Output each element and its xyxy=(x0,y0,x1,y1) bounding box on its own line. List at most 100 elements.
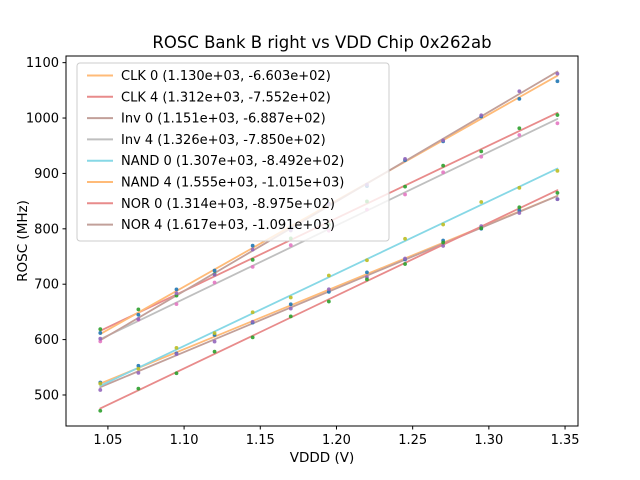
scatter-point-nand-4 xyxy=(98,331,103,335)
legend-box: CLK 0 (1.130e+03, -6.603e+02) CLK 4 (1.31… xyxy=(76,62,390,242)
scatter-point-nor-4 xyxy=(174,291,179,296)
legend-frame xyxy=(76,62,390,242)
scatter-point-nor-0 xyxy=(403,262,407,266)
legend-entry-label: NOR 4 (1.617e+03, -1.091e+03) xyxy=(121,218,335,233)
scatter-point-clk-4 xyxy=(479,149,484,154)
x-tick-label: 1.30 xyxy=(474,433,503,448)
scatter-point-nor-0 xyxy=(174,371,179,376)
scatter-point-nor-4 xyxy=(250,247,255,252)
scatter-point-nor-0 xyxy=(517,205,522,210)
x-tick-label: 1.15 xyxy=(246,433,275,448)
x-axis-label: VDDD (V) xyxy=(290,450,354,466)
scatter-point-nand-4 xyxy=(212,268,217,273)
scatter-point-nand-4 xyxy=(250,243,255,248)
scatter-point-nor-4 xyxy=(98,336,103,341)
legend-entry-label: CLK 0 (1.130e+03, -6.603e+02) xyxy=(121,69,331,84)
scatter-point-nand-0 xyxy=(136,366,141,371)
legend-entry-label: CLK 4 (1.312e+03, -7.552e+02) xyxy=(121,90,331,105)
scatter-point-nand-0 xyxy=(174,346,179,350)
legend-entry-label: Inv 4 (1.326e+03, -7.850e+02) xyxy=(121,133,326,148)
scatter-point-nand-0 xyxy=(98,381,103,386)
x-tick-label: 1.05 xyxy=(93,433,122,448)
scatter-point-nor-0 xyxy=(365,277,369,282)
scatter-point-nand-0 xyxy=(250,310,255,315)
scatter-point-inv-0 xyxy=(250,319,255,324)
y-tick-label: 800 xyxy=(34,222,59,237)
legend-entry-clk-4: CLK 4 (1.312e+03, -7.552e+02) xyxy=(87,90,331,105)
scatter-point-inv-0 xyxy=(174,352,179,357)
scatter-point-inv-0 xyxy=(441,244,446,248)
scatter-point-nor-0 xyxy=(326,299,331,304)
scatter-point-nand-0 xyxy=(517,185,522,190)
scatter-point-inv-4 xyxy=(98,339,103,344)
scatter-point-clk-4 xyxy=(98,327,103,332)
scatter-point-clk-0 xyxy=(365,270,369,275)
legend-entry-inv-4: Inv 4 (1.326e+03, -7.850e+02) xyxy=(87,133,326,148)
scatter-point-inv-4 xyxy=(212,280,217,285)
scatter-point-nand-4 xyxy=(517,96,522,101)
legend-entry-label: Inv 0 (1.151e+03, -6.887e+02) xyxy=(121,112,326,127)
scatter-point-nand-0 xyxy=(288,295,293,300)
scatter-point-inv-4 xyxy=(403,192,407,197)
scatter-point-inv-0 xyxy=(136,370,141,375)
scatter-point-inv-0 xyxy=(212,339,217,344)
scatter-point-nand-0 xyxy=(403,236,407,241)
scatter-point-inv-0 xyxy=(326,287,331,292)
scatter-point-nor-0 xyxy=(441,240,446,245)
scatter-point-nor-4 xyxy=(136,317,141,321)
y-tick-label: 500 xyxy=(34,388,59,403)
x-tick-label: 1.20 xyxy=(322,433,351,448)
y-tick-label: 600 xyxy=(34,333,59,348)
scatter-point-nand-0 xyxy=(365,258,369,263)
legend-entry-nor-4: NOR 4 (1.617e+03, -1.091e+03) xyxy=(87,218,335,233)
scatter-point-nand-4 xyxy=(136,312,141,317)
scatter-point-nor-4 xyxy=(403,157,407,161)
scatter-point-nand-0 xyxy=(212,331,217,336)
legend-entry-clk-0: CLK 0 (1.130e+03, -6.603e+02) xyxy=(87,69,331,84)
x-tick-label: 1.25 xyxy=(398,433,427,448)
scatter-point-clk-4 xyxy=(517,126,522,131)
legend-entry-label: NAND 4 (1.555e+03, -1.015e+03) xyxy=(121,176,344,191)
scatter-point-inv-4 xyxy=(174,302,179,307)
y-tick-label: 900 xyxy=(34,167,59,182)
scatter-point-inv-4 xyxy=(555,121,560,126)
scatter-point-inv-0 xyxy=(555,197,560,202)
axis-ticks: 1.05 1.10 1.15 1.20 1.25 1.30 1.35 500 600 700 800… xyxy=(26,56,580,448)
scatter-point-inv-4 xyxy=(517,133,522,137)
plot-frame xyxy=(65,55,579,427)
y-tick-label: 1000 xyxy=(26,112,59,127)
scatter-point-nor-4 xyxy=(212,272,217,277)
scatter-point-inv-4 xyxy=(288,243,293,248)
scatter-point-inv-4 xyxy=(441,170,446,175)
scatter-point-inv-0 xyxy=(98,388,103,392)
legend-entry-nand-0: NAND 0 (1.307e+03, -8.492e+02) xyxy=(87,154,344,169)
scatter-point-clk-4 xyxy=(441,163,446,168)
chart-title: ROSC Bank B right vs VDD Chip 0x262ab xyxy=(152,33,491,52)
scatter-point-nor-0 xyxy=(479,226,484,231)
scatter-point-nor-0 xyxy=(555,191,560,195)
scatter-point-clk-0 xyxy=(517,208,522,213)
scatter-point-clk-4 xyxy=(250,257,255,262)
scatter-point-clk-0 xyxy=(326,290,331,294)
scatter-point-nor-0 xyxy=(136,386,141,391)
legend-entry-label: NOR 0 (1.314e+03, -8.975e+02) xyxy=(121,197,335,212)
scatter-point-inv-0 xyxy=(288,306,293,311)
scatter-point-inv-0 xyxy=(403,256,407,261)
scatter-point-nand-0 xyxy=(326,273,331,278)
scatter-point-clk-0 xyxy=(136,363,141,368)
x-tick-label: 1.35 xyxy=(551,433,580,448)
legend-entry-label: NAND 0 (1.307e+03, -8.492e+02) xyxy=(121,154,344,169)
scatter-point-clk-4 xyxy=(555,113,560,117)
scatter-point-nor-4 xyxy=(555,71,560,76)
scatter-point-nor-0 xyxy=(288,314,293,319)
scatter-point-nor-0 xyxy=(98,408,103,413)
y-tick-label: 700 xyxy=(34,278,59,293)
scatter-point-clk-4 xyxy=(403,184,407,189)
scatter-point-inv-0 xyxy=(517,211,522,215)
scatter-point-nand-4 xyxy=(555,79,560,84)
scatter-point-nor-0 xyxy=(250,335,255,340)
scatter-point-nand-0 xyxy=(479,200,484,204)
scatter-point-nand-0 xyxy=(555,168,560,173)
